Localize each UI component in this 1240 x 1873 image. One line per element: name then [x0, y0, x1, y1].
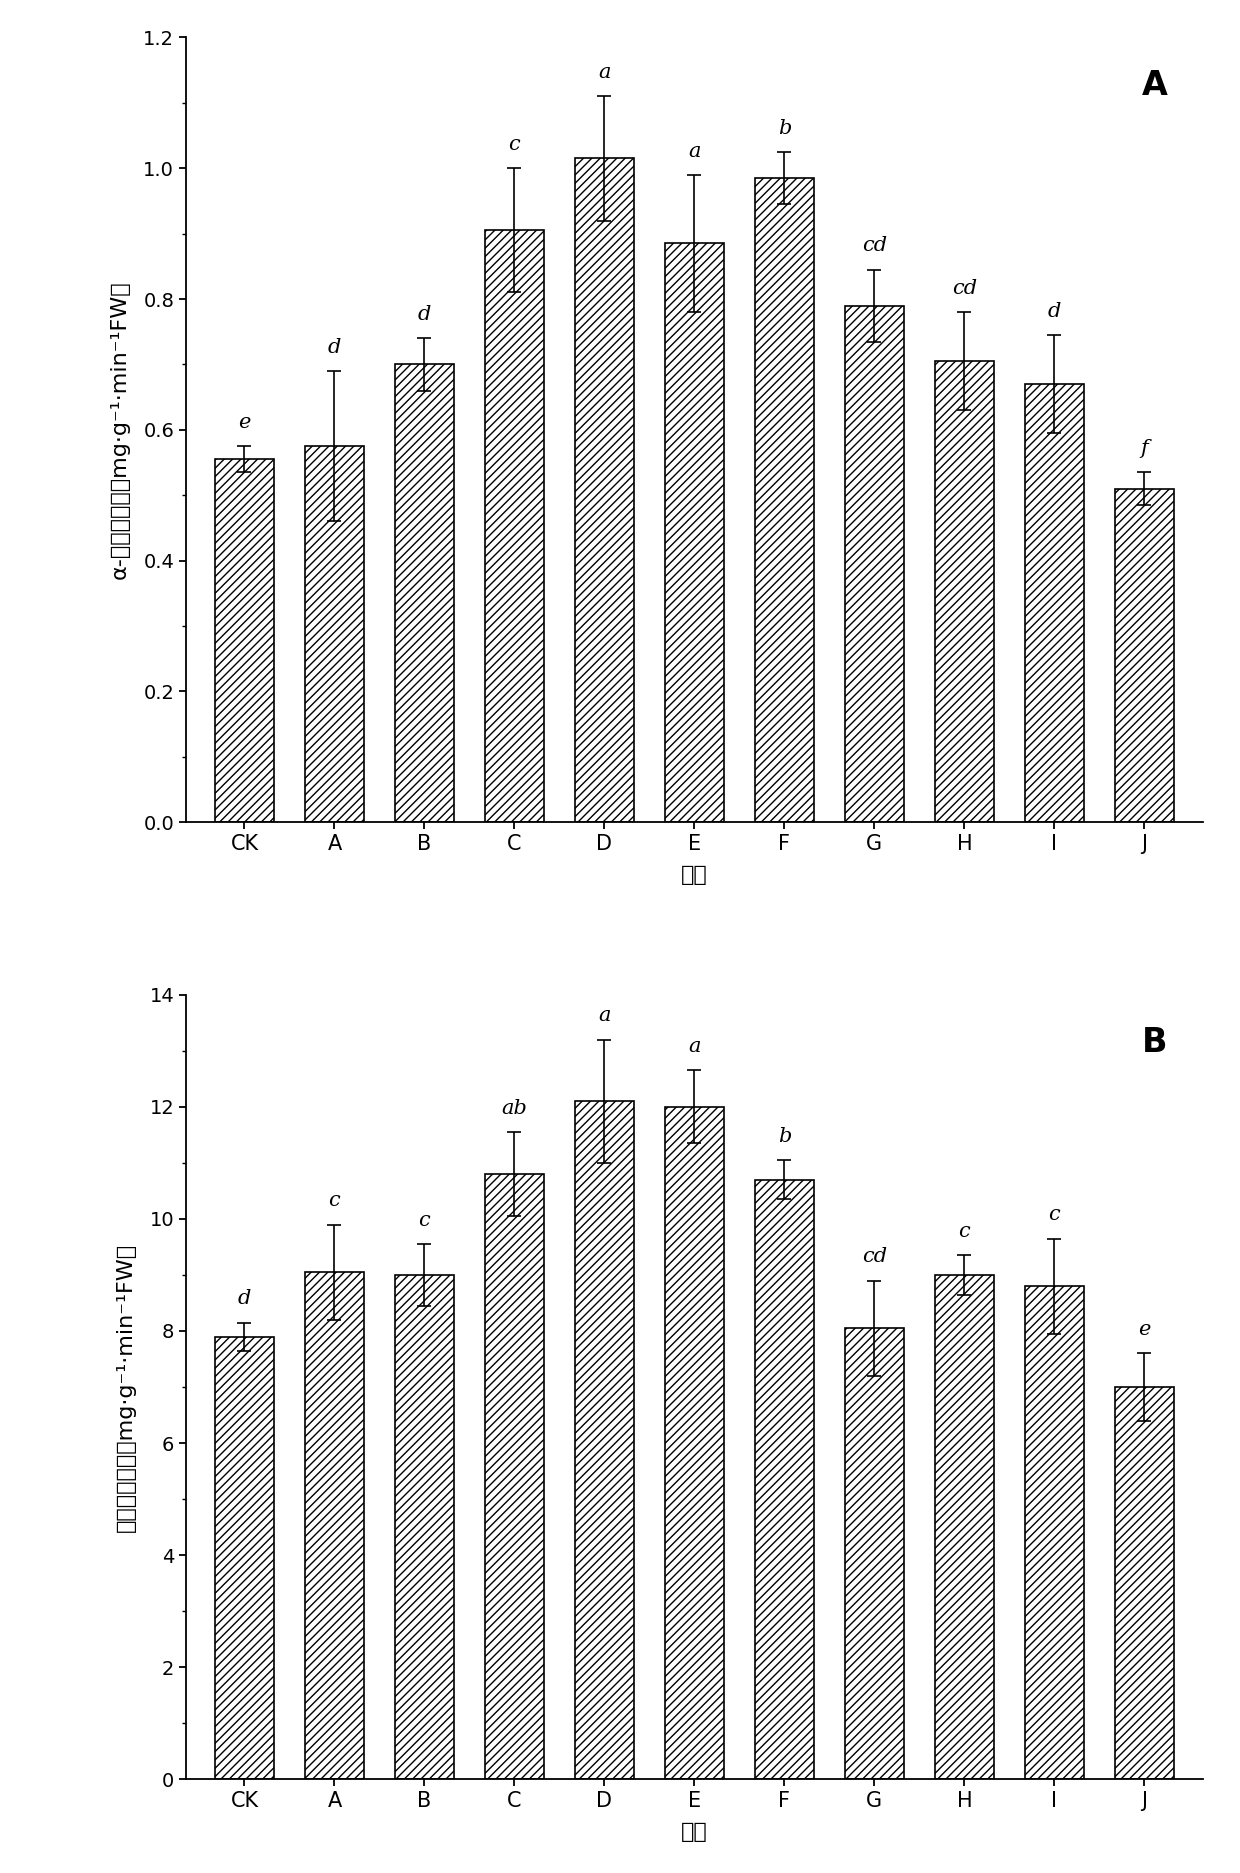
Text: d: d: [238, 1289, 252, 1309]
Text: cd: cd: [862, 1247, 887, 1266]
Text: ab: ab: [501, 1099, 527, 1118]
Bar: [846, 305, 904, 822]
Text: d: d: [327, 337, 341, 356]
Text: c: c: [329, 1191, 340, 1210]
Text: cd: cd: [862, 236, 887, 255]
Text: c: c: [959, 1223, 970, 1242]
Text: e: e: [1138, 1320, 1151, 1339]
Bar: [755, 178, 813, 822]
Text: a: a: [598, 1006, 610, 1025]
Bar: [755, 1180, 813, 1779]
Bar: [665, 1107, 724, 1779]
Bar: [396, 365, 454, 822]
Text: b: b: [777, 1128, 791, 1146]
Bar: [1025, 384, 1084, 822]
Text: f: f: [1141, 438, 1148, 459]
Text: d: d: [418, 305, 432, 324]
Text: e: e: [238, 414, 250, 433]
Bar: [1115, 489, 1173, 822]
X-axis label: 处理: 处理: [681, 1822, 708, 1843]
Bar: [575, 1101, 634, 1779]
Bar: [305, 446, 363, 822]
Bar: [1115, 1388, 1173, 1779]
Text: b: b: [777, 118, 791, 139]
Y-axis label: α-淠粉酶活性（mg·g⁻¹·min⁻¹FW）: α-淠粉酶活性（mg·g⁻¹·min⁻¹FW）: [109, 281, 129, 579]
Bar: [396, 1276, 454, 1779]
Text: a: a: [688, 1038, 701, 1056]
Bar: [216, 459, 274, 822]
Bar: [935, 361, 993, 822]
Bar: [485, 230, 543, 822]
Bar: [305, 1272, 363, 1779]
X-axis label: 处理: 处理: [681, 865, 708, 886]
Text: d: d: [1048, 302, 1061, 320]
Bar: [935, 1276, 993, 1779]
Text: a: a: [598, 64, 610, 82]
Text: a: a: [688, 142, 701, 161]
Text: A: A: [1142, 69, 1168, 101]
Y-axis label: 可溢性糖含量（mg·g⁻¹·min⁻¹FW）: 可溢性糖含量（mg·g⁻¹·min⁻¹FW）: [115, 1242, 135, 1532]
Bar: [485, 1174, 543, 1779]
Text: c: c: [1049, 1206, 1060, 1225]
Text: c: c: [419, 1212, 430, 1231]
Bar: [575, 159, 634, 822]
Bar: [216, 1337, 274, 1779]
Bar: [1025, 1287, 1084, 1779]
Text: B: B: [1142, 1026, 1167, 1058]
Text: cd: cd: [952, 279, 977, 298]
Bar: [665, 243, 724, 822]
Bar: [846, 1328, 904, 1779]
Text: c: c: [508, 135, 521, 154]
